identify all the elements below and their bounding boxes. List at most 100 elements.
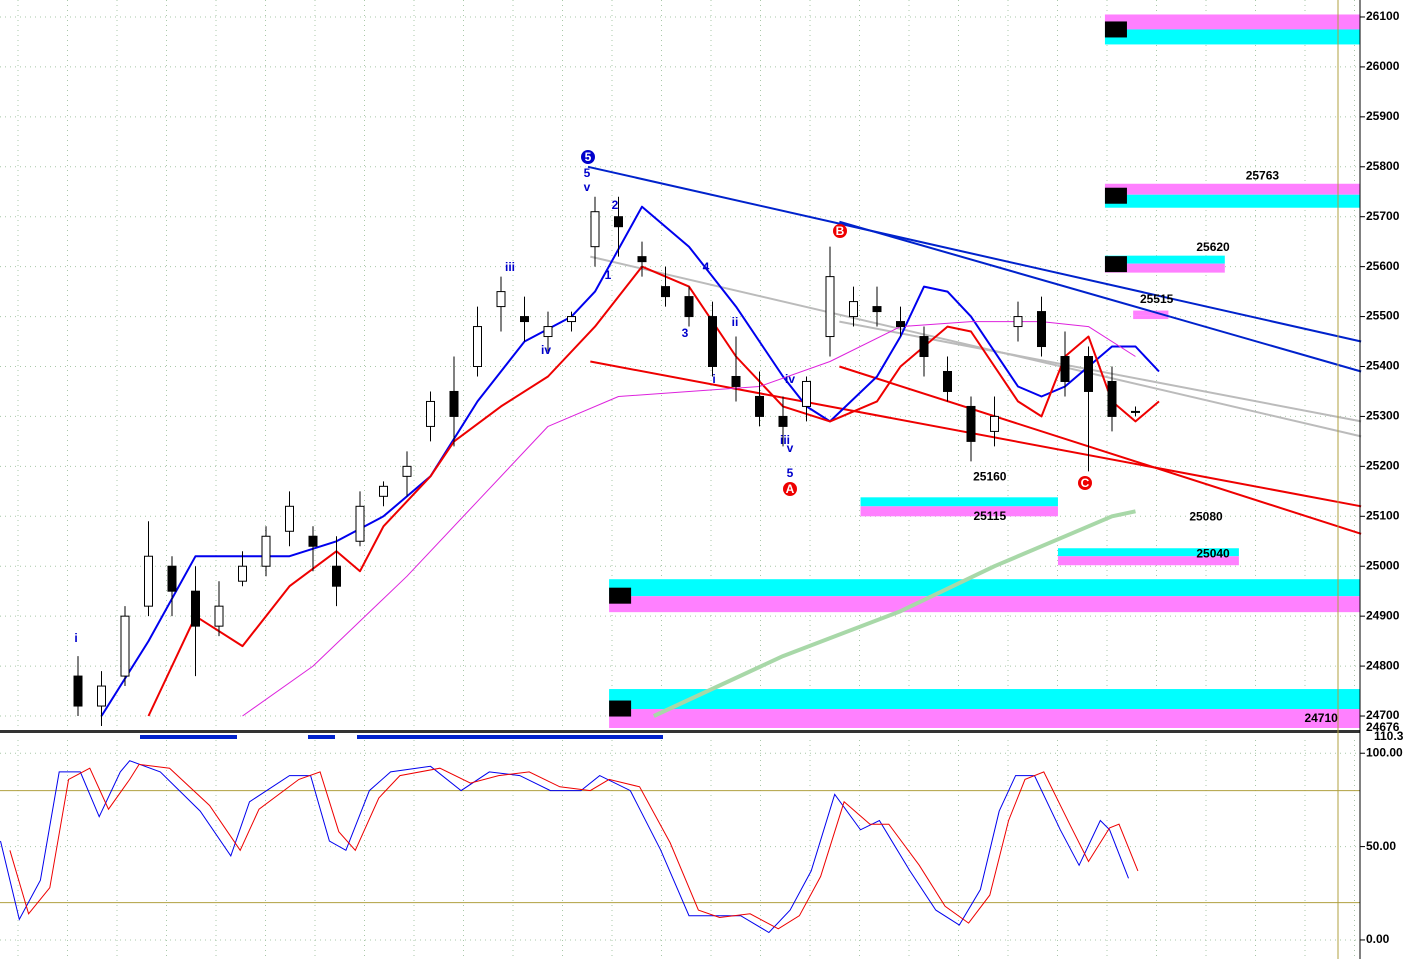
zone-band	[1133, 310, 1169, 316]
candle-body	[896, 321, 905, 328]
candle-body	[802, 380, 811, 407]
candle-body	[825, 276, 835, 338]
level-label: 24710	[1304, 711, 1338, 725]
y-tick-label: 25700	[1366, 209, 1400, 223]
moving-average	[242, 321, 1136, 717]
y-tick-label: 24800	[1366, 658, 1400, 672]
candle-body	[1107, 380, 1117, 417]
zone-band	[860, 506, 1058, 517]
candle-body	[919, 336, 929, 358]
wave-marker	[1078, 476, 1092, 490]
level-label: 25160	[973, 470, 1007, 484]
candle-body	[144, 555, 153, 607]
trendline	[839, 220, 1362, 373]
signal-bar	[357, 735, 663, 739]
wave-marker	[833, 224, 847, 238]
candle-body	[1013, 316, 1023, 328]
candle-body	[167, 565, 177, 592]
y-tick-label: 25000	[1366, 558, 1400, 572]
wave-label: 5	[585, 150, 592, 164]
wave-label: iii	[780, 433, 790, 447]
y-tick-label: 26100	[1366, 9, 1400, 23]
candle-body	[214, 605, 224, 627]
zone-band	[609, 709, 1360, 728]
moving-average	[652, 509, 1136, 718]
candle-body	[731, 375, 741, 387]
wave-label: B	[836, 224, 845, 238]
candle-body	[285, 505, 294, 532]
zone-marker	[1104, 256, 1127, 273]
wave-label: i	[712, 372, 715, 386]
wave-label: 4	[703, 260, 710, 274]
axis-max-label: 110.3	[1374, 729, 1404, 743]
candle-body	[496, 291, 506, 308]
zone-marker	[1104, 21, 1127, 38]
candle-body	[261, 535, 271, 567]
axis-min-label: 24676	[1366, 720, 1400, 734]
y-tick-label: 50.00	[1366, 839, 1396, 853]
candle-body	[97, 685, 106, 707]
y-tick-label: 25900	[1366, 109, 1400, 123]
wave-label: 5	[787, 466, 794, 480]
y-tick-label: 25600	[1366, 259, 1400, 273]
trendline	[590, 360, 1362, 508]
candle-body	[238, 565, 247, 582]
zone-band	[1104, 183, 1360, 195]
y-tick-label: 26000	[1366, 59, 1400, 73]
y-tick-label: 25500	[1366, 309, 1400, 323]
candle-body	[426, 400, 435, 427]
y-tick-label: 25400	[1366, 359, 1400, 373]
level-label: 25763	[1246, 168, 1280, 182]
candle-body	[73, 675, 83, 707]
oscillator-line	[0, 760, 1129, 934]
candle-body	[1060, 356, 1070, 382]
candle-body	[120, 615, 130, 677]
signal-bar	[140, 735, 237, 739]
wave-label: A	[786, 482, 795, 496]
zone-band	[1104, 14, 1360, 30]
zone-band	[609, 689, 1360, 710]
trendline	[590, 255, 1362, 438]
wave-label: v	[787, 441, 794, 455]
wave-label: iv	[785, 372, 795, 386]
candle-body	[943, 370, 952, 392]
y-tick-label: 25800	[1366, 159, 1400, 173]
candle-body	[402, 465, 412, 477]
candle-body	[778, 415, 788, 427]
candle-body	[661, 286, 670, 298]
zone-band	[1057, 548, 1239, 557]
y-tick-label: 24900	[1366, 608, 1400, 622]
zone-marker	[609, 587, 632, 604]
level-label: 25515	[1140, 292, 1174, 306]
wave-label: 1	[605, 268, 612, 282]
level-label: 25080	[1189, 509, 1223, 523]
zone-band	[1133, 315, 1169, 320]
wave-marker	[581, 150, 595, 164]
candle-body	[990, 415, 999, 432]
wave-label: iv	[541, 343, 551, 357]
trendline	[839, 365, 1362, 535]
wave-label: 3	[682, 326, 689, 340]
candle-body	[590, 211, 600, 248]
candle-body	[449, 390, 459, 417]
zone-band	[1057, 556, 1239, 566]
candle-body	[355, 505, 365, 542]
trendline	[587, 165, 1362, 343]
candle-body	[755, 395, 764, 417]
y-tick-label: 100.00	[1366, 745, 1403, 759]
candle-body	[1131, 410, 1140, 413]
candle-body	[966, 405, 976, 442]
level-label: 25115	[973, 509, 1006, 523]
candle-body	[708, 316, 717, 367]
candle-body	[637, 256, 647, 263]
candle-body	[1037, 311, 1046, 348]
wave-marker	[783, 482, 797, 496]
panel-separator	[0, 730, 1360, 733]
wave-label: iii	[505, 260, 515, 274]
zone-band	[1104, 263, 1225, 273]
candle-body	[379, 485, 388, 497]
signal-bar	[308, 735, 335, 739]
